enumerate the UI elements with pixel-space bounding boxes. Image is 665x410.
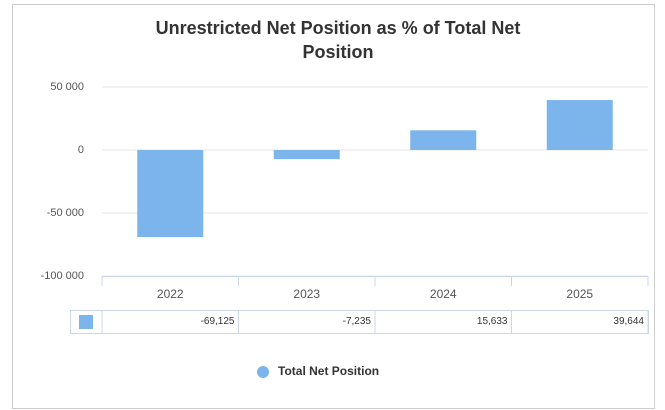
table-value: 15,633 [477, 316, 508, 327]
table-value: -69,125 [201, 316, 235, 327]
table-value: 39,644 [613, 316, 644, 327]
x-tick-label: 2025 [566, 287, 593, 301]
table-value: -7,235 [343, 316, 372, 327]
y-tick-label: -100 000 [41, 270, 84, 282]
y-tick-label: -50 000 [47, 207, 84, 219]
legend-label: Total Net Position [278, 364, 379, 378]
x-tick-label: 2024 [430, 287, 457, 301]
legend-symbol [257, 366, 269, 378]
bar [137, 150, 204, 238]
frame [12, 4, 655, 409]
table-series-swatch [79, 315, 93, 329]
x-tick-label: 2023 [293, 287, 320, 301]
chart-title: Unrestricted Net Position as % of Total … [155, 18, 521, 62]
y-tick-label: 50 000 [50, 81, 84, 93]
y-tick-label: 0 [78, 144, 84, 156]
x-tick-label: 2022 [157, 287, 184, 301]
bar [546, 100, 613, 150]
bar [273, 150, 340, 160]
bar [410, 130, 477, 150]
